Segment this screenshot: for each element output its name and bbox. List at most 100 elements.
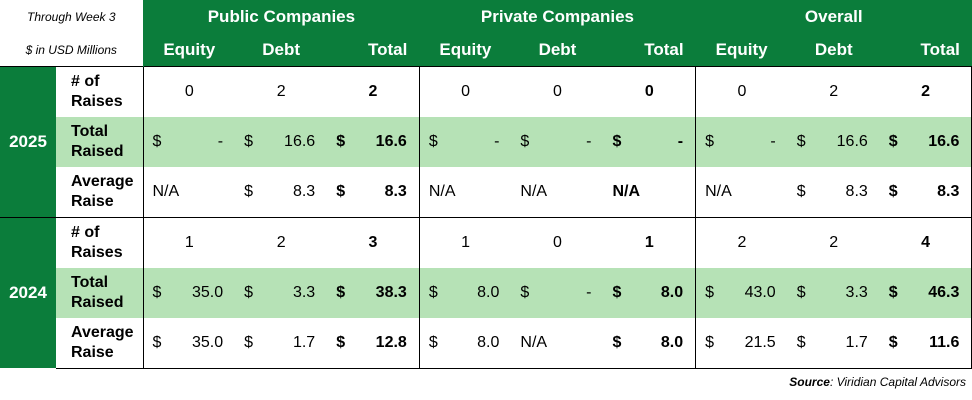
- column-header: Debt: [787, 34, 880, 66]
- cell-box: 2: [235, 218, 327, 268]
- cell-box: N/A: [604, 167, 696, 217]
- cell: 2: [787, 65, 880, 117]
- currency: $: [705, 132, 715, 150]
- amount: -: [677, 132, 684, 150]
- cell: $8.3: [235, 166, 328, 218]
- cell-box: 2: [327, 67, 419, 117]
- amount: 8.3: [384, 182, 407, 200]
- cell-box: N/A: [697, 167, 788, 217]
- cell: $ -: [695, 116, 788, 167]
- currency: $: [796, 283, 806, 301]
- cell-box: $8.3: [327, 167, 419, 217]
- data-row: Total Raised $ - $16.6 $16.6 $ - $ - $ - $ - $16.6 $16…: [0, 116, 972, 167]
- cell-box: $43.0: [697, 268, 788, 318]
- currency: $: [612, 283, 622, 301]
- cell-box: N/A: [511, 318, 603, 368]
- cell: $16.6: [879, 116, 972, 167]
- source-text: : Viridian Capital Advisors: [829, 375, 966, 389]
- cell: 2: [327, 65, 420, 117]
- amount: 8.0: [660, 283, 684, 301]
- cell: N/A: [418, 166, 512, 218]
- count: 1: [644, 233, 654, 251]
- currency: $: [336, 182, 346, 200]
- amount: -: [586, 132, 592, 150]
- cell: 0: [603, 65, 696, 117]
- cell: $3.3: [235, 267, 328, 318]
- not-available: N/A: [705, 182, 732, 200]
- cell: 2: [235, 216, 328, 268]
- currency: $: [152, 333, 162, 351]
- cell-box: $3.3: [235, 268, 327, 318]
- cell-box: $ -: [144, 117, 235, 167]
- cell: $3.3: [787, 267, 880, 318]
- cell: N/A: [511, 166, 604, 218]
- amount: 16.6: [375, 132, 407, 150]
- data-row: Average Raise N/A $8.3 $8.3 N/A N/A N/A N/A $8.3…: [0, 166, 972, 218]
- amount: 8.3: [937, 182, 960, 200]
- currency: $: [705, 283, 715, 301]
- count: 1: [184, 233, 194, 251]
- count: 2: [737, 233, 747, 251]
- cell-box: 2: [697, 218, 788, 268]
- cell-box: N/A: [511, 167, 603, 217]
- cell: $16.6: [327, 116, 420, 167]
- cell: 0: [511, 65, 604, 117]
- cell: 1: [603, 216, 696, 268]
- amount: 11.6: [929, 333, 960, 351]
- cell: $11.6: [879, 317, 972, 369]
- currency: $: [152, 283, 162, 301]
- currency: $: [796, 333, 806, 351]
- cell: $ -: [418, 116, 512, 167]
- cell: $1.7: [787, 317, 880, 369]
- amount: 35.0: [191, 333, 224, 351]
- cell-box: 4: [880, 218, 971, 268]
- group-header: Private Companies: [419, 0, 696, 34]
- cell: $8.0: [603, 267, 696, 318]
- column-header: Equity: [419, 34, 512, 66]
- header-row: Through Week 3 Public Companies Private Co…: [0, 0, 972, 34]
- amount: 43.0: [744, 283, 776, 301]
- cell: 0: [695, 65, 788, 117]
- cell-box: $38.3: [327, 268, 419, 318]
- count: 0: [553, 82, 562, 100]
- row-label-text: Total Raised: [71, 273, 124, 311]
- cell-box: $ -: [511, 268, 603, 318]
- data-row: Total Raised $35.0 $3.3 $38.3 $8.0 $ - $8.0 $43.…: [0, 267, 972, 318]
- row-label: Average Raise: [56, 317, 143, 369]
- cell: 4: [879, 216, 972, 268]
- cell: $ -: [511, 116, 604, 167]
- amount: 3.3: [292, 283, 316, 301]
- cell-box: $3.3: [788, 268, 880, 318]
- row-label-text: Total Raised: [71, 122, 124, 160]
- amount: 16.6: [284, 132, 316, 150]
- cell-box: $8.0: [420, 318, 511, 368]
- cell-box: $8.3: [788, 167, 880, 217]
- cell: $21.5: [695, 317, 788, 369]
- cell: $35.0: [142, 317, 236, 369]
- row-label-text: Average Raise: [71, 323, 134, 361]
- cell-box: 2: [235, 67, 327, 117]
- row-label: # of Raises: [56, 65, 143, 117]
- year: 2024: [0, 216, 56, 368]
- cell: N/A: [695, 166, 788, 218]
- row-label: Total Raised: [56, 116, 143, 167]
- amount: 8.3: [845, 182, 868, 200]
- amount: -: [586, 283, 592, 301]
- cell-box: $16.6: [235, 117, 327, 167]
- cell-box: $8.0: [420, 268, 511, 318]
- cell-box: 2: [788, 218, 880, 268]
- currency: $: [244, 182, 253, 200]
- cell: $ -: [603, 116, 696, 167]
- amount: 8.0: [660, 333, 684, 351]
- column-header: Debt: [235, 34, 328, 66]
- currency: $: [336, 132, 346, 150]
- cell: $8.3: [879, 166, 972, 218]
- cell: $43.0: [695, 267, 788, 318]
- count: 0: [553, 233, 562, 251]
- cell-box: $8.0: [604, 268, 696, 318]
- currency: $: [428, 132, 438, 150]
- count: 2: [921, 82, 931, 100]
- cell: $16.6: [787, 116, 880, 167]
- cell-box: $ -: [420, 117, 511, 167]
- amount: -: [494, 132, 500, 150]
